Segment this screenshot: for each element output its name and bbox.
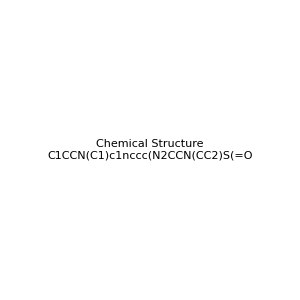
- Text: Chemical Structure
C1CCN(C1)c1nccc(N2CCN(CC2)S(=O: Chemical Structure C1CCN(C1)c1nccc(N2CCN…: [47, 139, 253, 161]
